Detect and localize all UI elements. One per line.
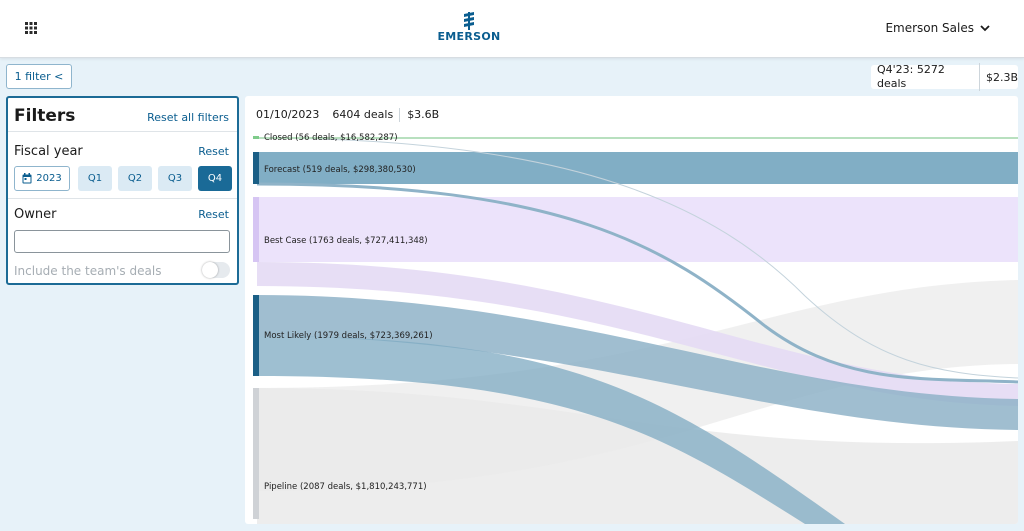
calendar-icon [22,173,32,184]
sankey-node-label: Forecast (519 deals, $298,380,530) [264,165,416,175]
fiscal-year-reset-link[interactable]: Reset [198,145,229,158]
sankey-node-label: Best Case (1763 deals, $727,411,348) [264,236,428,246]
sankey-node-pipeline[interactable] [253,388,259,519]
chart-amount: $3.6B [407,108,440,121]
include-team-toggle[interactable] [202,262,230,278]
chart-date: 01/10/2023 [256,108,320,121]
divider [8,131,237,132]
owner-label: Owner [14,207,57,222]
flow-most-likely-main[interactable] [257,295,1018,430]
top-bar: EMERSON Emerson Sales [0,0,1024,58]
owner-reset-link[interactable]: Reset [198,208,229,221]
flow-forecast-main [257,152,1018,184]
filters-panel: Filters Reset all filters Fiscal year Re… [6,96,239,285]
quarter-q2-button[interactable]: Q2 [118,166,152,191]
fiscal-year-picker[interactable]: 2023 [14,166,70,191]
filter-toggle-button[interactable]: 1 filter < [6,64,72,89]
filters-title: Filters [14,106,76,126]
flow-best-case-down[interactable] [257,262,1018,406]
sankey-node-forecast[interactable] [253,152,259,184]
sankey-nodes [253,136,259,519]
sankey-flows [256,137,1018,524]
flow-closed-line[interactable] [256,137,1018,379]
chart-header: 01/10/2023 6404 deals $3.6B [256,108,439,122]
quarter-q4-button[interactable]: Q4 [198,166,232,191]
quarter-deals: Q4'23: 5272 deals [871,63,980,91]
quarter-q1-button[interactable]: Q1 [78,166,112,191]
sankey-chart-card: Closed (56 deals, $16,582,287) Forecast (… [245,96,1018,524]
flow-forecast-line[interactable] [256,182,1018,384]
flow-best-case-main [257,197,1018,262]
grid-icon[interactable] [25,22,37,34]
toggle-knob [202,262,218,278]
sankey-chart: Closed (56 deals, $16,582,287) Forecast (… [253,133,1018,524]
company-logo: EMERSON [436,12,502,44]
include-team-label: Include the team's deals [14,264,162,278]
owner-input[interactable] [14,230,230,253]
sankey-node-label: Closed (56 deals, $16,582,287) [264,133,398,143]
flow-closed-main [257,137,1018,139]
reset-all-filters-link[interactable]: Reset all filters [147,111,229,124]
quarter-summary: Q4'23: 5272 deals $2.3B [871,63,1018,91]
sankey-node-most-likely[interactable] [253,295,259,376]
sankey-labels: Closed (56 deals, $16,582,287) Forecast (… [264,133,433,492]
user-menu-label: Emerson Sales [885,21,974,35]
sankey-node-best-case[interactable] [253,197,259,262]
sankey-node-label: Pipeline (2087 deals, $1,810,243,771) [264,482,427,492]
chevron-down-icon [980,24,990,31]
sankey-node-label: Most Likely (1979 deals, $723,369,261) [264,331,433,341]
user-menu[interactable]: Emerson Sales [885,21,990,35]
chart-deals: 6404 deals [332,108,401,122]
fiscal-year-value: 2023 [36,173,62,184]
flow-pipeline-upper[interactable] [257,280,1018,491]
logo-mark-icon [464,12,474,30]
logo-text: EMERSON [437,30,501,43]
quarter-amount: $2.3B [985,70,1018,84]
fiscal-year-label: Fiscal year [14,144,83,159]
divider [8,198,237,199]
flow-most-likely-pipeline[interactable] [257,336,845,524]
quarter-q3-button[interactable]: Q3 [158,166,192,191]
sankey-node-closed[interactable] [253,136,259,139]
